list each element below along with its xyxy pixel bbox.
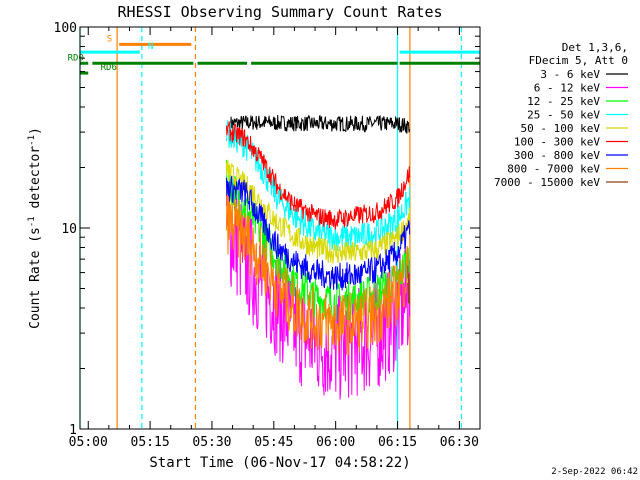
legend-label: 300 - 800 keV: [514, 149, 600, 162]
legend-label: 25 - 50 keV: [527, 109, 600, 122]
y-tick-label: 100: [54, 21, 77, 36]
x-tick-label: 05:15: [131, 435, 170, 450]
series-line: [225, 121, 411, 230]
flag-label: RD6: [101, 63, 117, 73]
plot-frame: [79, 26, 481, 430]
legend-label: 50 - 100 keV: [521, 122, 601, 135]
legend-label: 100 - 300 keV: [514, 136, 600, 149]
x-tick-label: 06:00: [316, 435, 355, 450]
legend-label: 800 - 7000 keV: [507, 163, 600, 176]
footer-date: 2-Sep-2022 06:42: [551, 467, 638, 477]
series-lines: [225, 114, 411, 400]
series-line: [230, 114, 411, 134]
flag-label: S: [107, 34, 112, 44]
series-line: [225, 179, 411, 400]
x-tick-label: 05:30: [192, 435, 231, 450]
flag-label: N: [148, 42, 153, 52]
legend-label: 3 - 6 keV: [540, 68, 600, 81]
x-tick-label: 05:00: [69, 435, 108, 450]
y-axis-label-sup: -1: [27, 135, 37, 146]
legend-label: 7000 - 15000 keV: [494, 176, 600, 189]
legend-header: FDecim 5, Att 0: [529, 54, 628, 67]
y-axis-label-part: ): [28, 127, 43, 135]
series-line: [225, 159, 411, 264]
series-line: [225, 193, 410, 356]
y-axis-label: Count Rate (s-1 detector-1): [27, 127, 43, 329]
legend-label: 12 - 25 keV: [527, 95, 600, 108]
series-line: [225, 175, 411, 291]
x-tick-label: 05:45: [254, 435, 293, 450]
y-tick-label: 10: [61, 222, 77, 237]
y-axis-label-sup: -1: [27, 216, 37, 227]
axis-ticks: 05:00 05:15 05:30 05:45 06:00 06:15 06:30 1 10 10…: [54, 21, 480, 450]
series-line: [407, 265, 410, 305]
y-tick-label: 1: [69, 423, 77, 438]
legend-label: 6 - 12 keV: [534, 82, 601, 95]
legend-header: Det 1,3,6,: [562, 41, 628, 54]
y-axis-label-part: detector: [28, 146, 43, 217]
series-line: [225, 120, 411, 251]
x-tick-label: 06:15: [378, 435, 417, 450]
x-axis-label: Start Time (06-Nov-17 04:58:22): [149, 455, 410, 471]
flag-label: RD0: [68, 53, 84, 63]
y-axis-label-part: Count Rate (s: [28, 227, 43, 329]
flag-bars: S N RD0 RD6: [68, 34, 480, 75]
chart-title: RHESSI Observing Summary Count Rates: [117, 3, 442, 21]
x-tick-label: 06:30: [440, 435, 479, 450]
